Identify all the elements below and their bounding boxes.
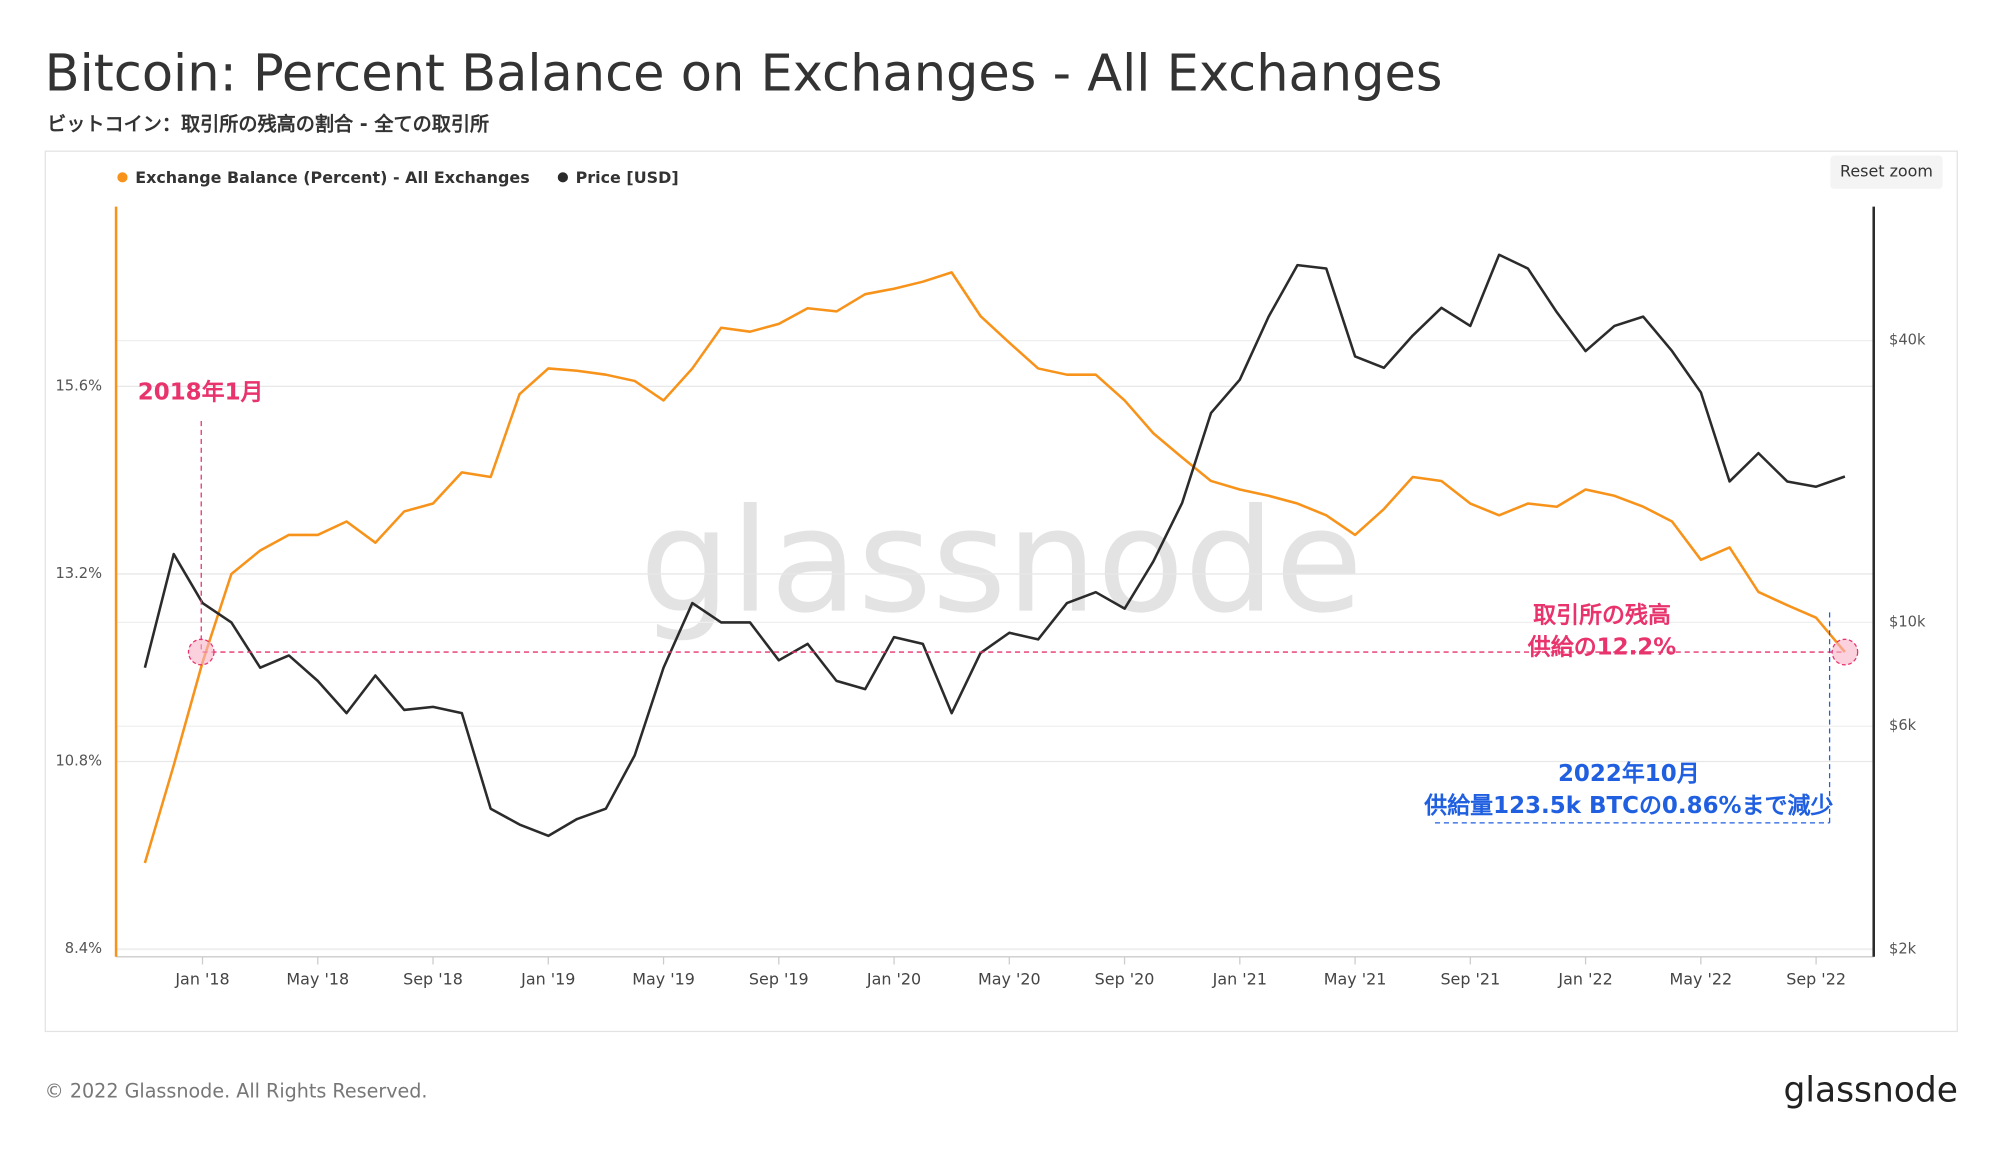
annotation: 取引所の残高: [1533, 602, 1671, 629]
x-tick-label: Sep '22: [1786, 969, 1846, 988]
x-tick-label: May '18: [286, 969, 349, 988]
footer: © 2022 Glassnode. All Rights Reserved.: [45, 1080, 428, 1103]
x-tick-label: Jan '20: [866, 969, 921, 988]
y-tick-label: 8.4%: [65, 940, 102, 957]
logo: glassnode: [1784, 1071, 1958, 1111]
annotation-marker: [187, 638, 215, 666]
y2-tick-label: $6k: [1889, 717, 1917, 734]
reset-zoom-label[interactable]: Reset zoom: [1840, 162, 1933, 181]
reset-zoom-button[interactable]: [1830, 155, 1943, 189]
y2-tick-label: $2k: [1889, 941, 1917, 958]
title: Bitcoin: Percent Balance on Exchanges - …: [45, 45, 1443, 104]
series-line: [143, 271, 1846, 864]
annotation-marker: [1831, 638, 1859, 666]
y-tick-label: 13.2%: [55, 565, 102, 582]
x-tick-label: May '20: [978, 969, 1041, 988]
annotation: 供給量123.5k BTCの0.86%まで減少: [1423, 792, 1833, 819]
legend-marker: [557, 172, 568, 183]
series-line: [143, 253, 1846, 838]
x-tick-label: Jan '18: [174, 969, 229, 988]
x-tick-label: Sep '19: [749, 969, 809, 988]
y-tick-label: 15.6%: [55, 377, 102, 394]
watermark: glassnode: [640, 478, 1363, 645]
chart-frame: [44, 150, 1958, 1033]
x-tick-label: Sep '20: [1095, 969, 1155, 988]
x-tick-label: Jan '22: [1557, 969, 1612, 988]
x-tick-label: May '19: [632, 969, 695, 988]
legend-label: Exchange Balance (Percent) - All Exchang…: [135, 168, 529, 187]
legend-marker: [117, 172, 128, 183]
legend-label: Price [USD]: [576, 168, 679, 187]
x-tick-label: Jan '21: [1212, 969, 1267, 988]
x-tick-label: Sep '18: [403, 969, 463, 988]
x-tick-label: Sep '21: [1440, 969, 1500, 988]
y2-tick-label: $10k: [1889, 613, 1926, 630]
annotation: 2022年10月: [1558, 760, 1700, 787]
y-tick-label: 10.8%: [55, 752, 102, 769]
x-tick-label: May '21: [1324, 969, 1387, 988]
annotation: 2018年1月: [138, 378, 264, 405]
subtitle: ビットコイン：取引所の残高の割合 - 全ての取引所: [47, 113, 489, 136]
annotation: 供給の12.2%: [1527, 634, 1676, 661]
x-tick-label: May '22: [1669, 969, 1732, 988]
y2-tick-label: $40k: [1889, 332, 1926, 349]
x-tick-label: Jan '19: [520, 969, 575, 988]
